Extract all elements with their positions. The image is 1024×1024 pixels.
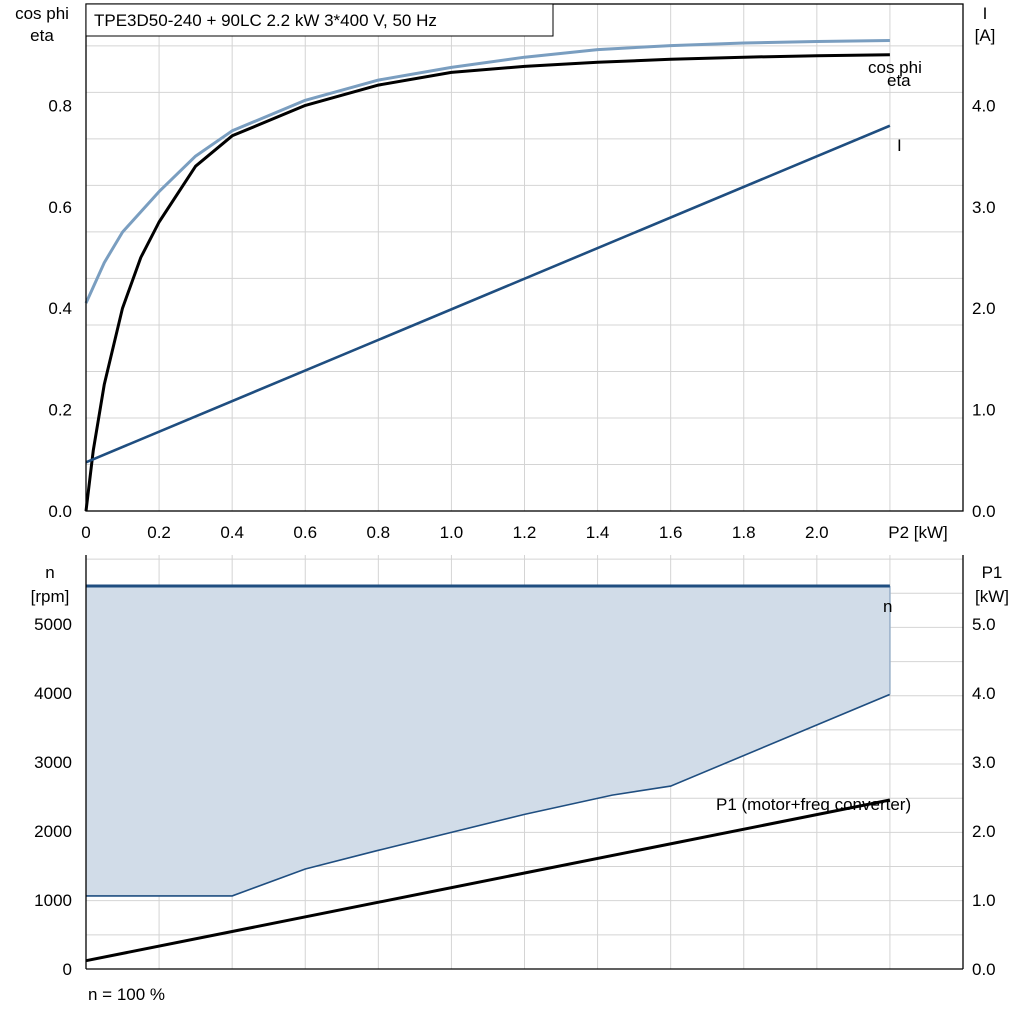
y-right-tick-label: 5.0 <box>972 615 996 634</box>
speed-footnote: n = 100 % <box>88 985 166 1004</box>
x-axis-label: P2 [kW] <box>888 523 948 542</box>
series-label-cos-phi: cos phi <box>868 58 922 77</box>
y-right-tick-label: 2.0 <box>972 299 996 318</box>
x-tick-label: 0.6 <box>293 523 317 542</box>
series-line-eta <box>84 53 890 512</box>
x-tick-label: 1.4 <box>586 523 610 542</box>
series-line-p1 <box>85 798 891 963</box>
series-label-n: n <box>883 597 892 616</box>
y-left-label-line1: cos phi <box>15 4 69 23</box>
x-tick-label: 1.2 <box>513 523 537 542</box>
min-power-curve <box>86 693 891 897</box>
y-left-tick-label: 1000 <box>34 891 72 910</box>
chart-title: TPE3D50-240 + 90LC 2.2 kW 3*400 V, 50 Hz <box>94 11 437 30</box>
y-right-tick-label: 1.0 <box>972 891 996 910</box>
y-left-label-line2: eta <box>30 26 54 45</box>
series-label-current: I <box>897 136 902 155</box>
series-line-cos-phi <box>84 39 890 304</box>
series-label-p1: P1 (motor+freq converter) <box>716 795 911 814</box>
y-left-tick-label: 3000 <box>34 753 72 772</box>
y-right-tick-label: 1.0 <box>972 401 996 420</box>
y-left-tick-label: 0 <box>63 960 72 979</box>
x-tick-label: 2.0 <box>805 523 829 542</box>
x-tick-label: 0.4 <box>220 523 244 542</box>
y-right-tick-label: 4.0 <box>972 684 996 703</box>
y-right-tick-label: 4.0 <box>972 96 996 115</box>
series-line-I <box>85 124 891 464</box>
y-left-label-line2: [rpm] <box>31 587 70 606</box>
y-right-label-line2: [kW] <box>975 587 1009 606</box>
operating-range-area <box>86 586 890 896</box>
title-box-frame <box>85 3 554 37</box>
y-left-tick-label: 4000 <box>34 684 72 703</box>
y-left-tick-label: 0.6 <box>48 198 72 217</box>
y-left-tick-label: 0.4 <box>48 299 72 318</box>
y-left-tick-label: 0.8 <box>48 96 72 115</box>
y-left-tick-label: 0.0 <box>48 502 72 521</box>
y-right-label-line2: [A] <box>975 26 996 45</box>
series-label-eta: eta <box>887 71 911 90</box>
x-tick-label: 1.6 <box>659 523 683 542</box>
y-right-label-line1: I <box>983 4 988 23</box>
y-left-tick-label: 0.2 <box>48 401 72 420</box>
efficiency-current-panel: TPE3D50-240 + 90LC 2.2 kW 3*400 V, 50 Hz… <box>15 3 996 542</box>
x-tick-label: 0.2 <box>147 523 171 542</box>
y-right-tick-label: 3.0 <box>972 198 996 217</box>
x-tick-label: 0.8 <box>367 523 391 542</box>
y-right-tick-label: 3.0 <box>972 753 996 772</box>
y-right-label-line1: P1 <box>982 563 1003 582</box>
y-right-tick-label: 0.0 <box>972 502 996 521</box>
speed-power-panel: 0 1000 2000 3000 4000 5000 0.0 1.0 2.0 3.0 4.0 5.0 n… <box>31 555 1009 979</box>
x-tick-label: 1.0 <box>440 523 464 542</box>
y-left-label-line1: n <box>45 563 54 582</box>
x-tick-label: 1.8 <box>732 523 756 542</box>
y-right-tick-label: 2.0 <box>972 822 996 841</box>
y-left-tick-label: 2000 <box>34 822 72 841</box>
y-left-tick-label: 5000 <box>34 615 72 634</box>
x-tick-label: 0 <box>81 523 90 542</box>
chart-title-box: TPE3D50-240 + 90LC 2.2 kW 3*400 V, 50 Hz <box>85 3 554 37</box>
y-right-tick-label: 0.0 <box>972 960 996 979</box>
